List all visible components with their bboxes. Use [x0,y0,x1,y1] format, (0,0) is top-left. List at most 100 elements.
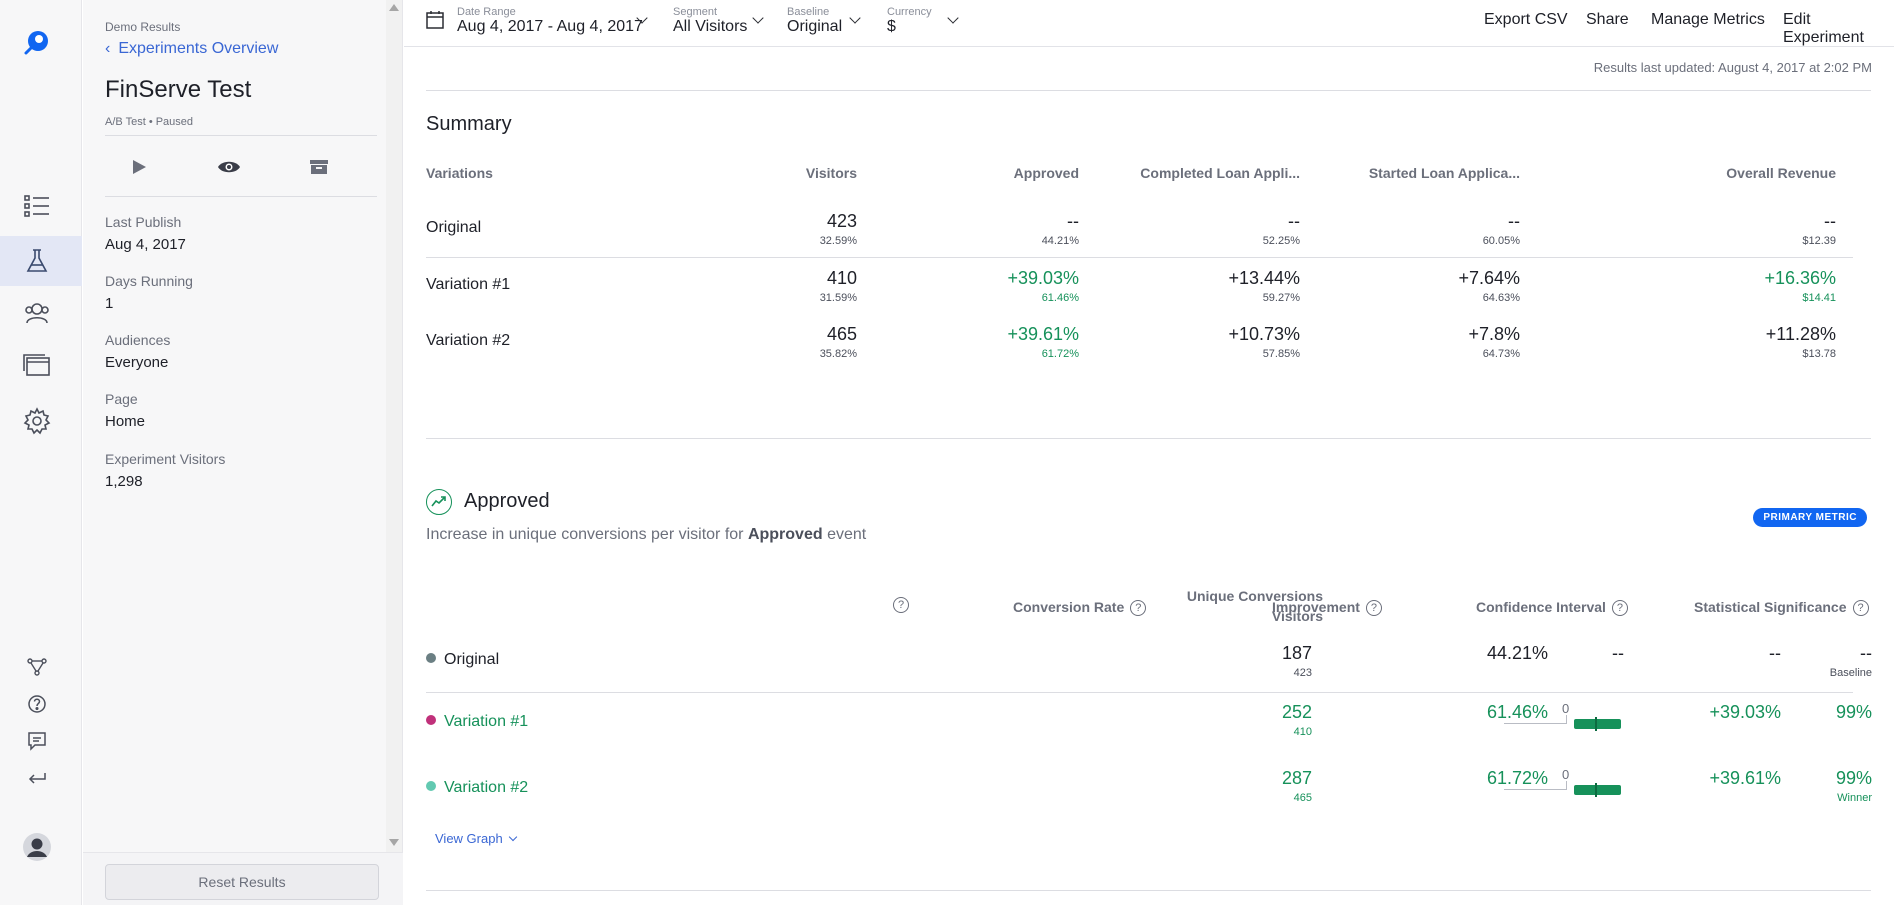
divider [426,890,1871,891]
date-range-picker[interactable]: Date Range Aug 4, 2017 - Aug 4, 2017 [457,6,643,36]
divider [426,257,1853,258]
approved-cell: +39.61% [1709,768,1781,788]
approved-metric-title: Approved [464,490,550,512]
summary-subvalue: 60.05% [1482,235,1520,247]
currency-select[interactable]: Currency $ [887,6,932,36]
chevron-down-icon[interactable] [947,12,959,24]
col-unique-conversions: Unique Conversions Visitors [1187,588,1323,624]
audiences-icon[interactable] [22,298,52,328]
summary-subvalue: $14.41 [1802,292,1836,304]
help-question-icon[interactable]: ? [1365,600,1382,617]
scroll-down-arrow-icon[interactable] [389,839,399,846]
days-running-label: Days Running [105,273,193,289]
summary-subvalue: 32.59% [819,235,857,247]
trend-up-icon [426,489,452,515]
experiments-overview-link[interactable]: ‹ Experiments Overview [105,40,278,58]
nav-rail [0,0,82,905]
chevron-down-icon[interactable] [849,12,861,24]
summary-row-original-label: Original [426,219,482,236]
approved-conversion-rate: 44.21% [1486,643,1548,663]
integrations-icon[interactable] [22,652,52,682]
edit-experiment-link[interactable]: Edit Experiment [1783,11,1864,46]
export-csv-link[interactable]: Export CSV [1484,11,1568,28]
experiment-actions [105,152,377,182]
approved-ci-original: -- [1524,643,1624,663]
help-icon[interactable] [22,689,52,719]
summary-subvalue: 64.63% [1482,292,1520,304]
side-footer: Reset Results [83,852,403,905]
user-avatar-icon[interactable] [22,832,52,862]
summary-value: 423 [826,211,857,231]
view-graph-label: View Graph [435,831,503,846]
approved-conversion-rate: 61.72% [1486,768,1548,788]
approved-conversions: 252 [1281,702,1312,722]
divider [426,90,1871,91]
feedback-icon[interactable] [22,726,52,756]
approved-improvement: +39.61% [1709,768,1781,788]
summary-cell: 410 31.59% [820,268,857,305]
settings-icon[interactable] [22,406,52,436]
manage-metrics-link[interactable]: Manage Metrics [1651,11,1765,28]
help-question-icon[interactable]: ? [887,596,909,614]
summary-subvalue: 61.72% [1041,348,1079,360]
summary-cell: +16.36% $14.41 [1764,268,1836,305]
share-link[interactable]: Share [1586,11,1629,28]
baseline-select[interactable]: Baseline Original [787,6,842,36]
baseline-value: Original [787,18,843,35]
pages-icon[interactable] [22,350,52,380]
summary-cell: -- 44.21% [1042,211,1079,248]
col-unique-conversions-line1: Unique Conversions [1186,588,1323,604]
original-color-dot [426,653,436,663]
approved-cell: +39.03% [1709,702,1781,722]
preview-eye-icon[interactable] [217,156,241,178]
last-publish-label: Last Publish [105,214,182,230]
segment-select[interactable]: Segment All Visitors [673,6,747,36]
summary-value: -- [1824,211,1836,231]
help-question-icon[interactable]: ? [1852,600,1869,617]
ci-bar [1574,785,1621,795]
scroll-up-arrow-icon[interactable] [389,4,399,11]
last-publish-value: Aug 4, 2017 [105,236,186,253]
approved-cell: 287 465 [1282,768,1312,805]
flask-icon[interactable] [22,246,52,276]
reset-results-button[interactable]: Reset Results [105,864,379,900]
archive-icon[interactable] [307,156,331,178]
summary-subvalue: 44.21% [1041,235,1079,247]
page-title: FinServe Test [105,76,252,103]
summary-value: +7.64% [1458,268,1520,288]
approved-significance: 99% [1835,768,1872,788]
approved-row-variation-1-label: Variation #1 [426,713,528,731]
audiences-value: Everyone [105,354,169,371]
help-question-icon[interactable]: ? [1611,600,1628,617]
summary-subvalue: 35.82% [819,348,857,360]
view-graph-toggle[interactable]: View Graph [435,831,518,846]
summary-value: -- [1067,211,1079,231]
col-confidence-interval: Confidence Interval? [1476,599,1628,617]
play-icon[interactable] [127,156,151,178]
ci-bar [1574,719,1621,729]
rocket-logo-icon[interactable] [22,27,52,57]
divider [105,135,377,136]
audiences-label: Audiences [105,332,171,348]
variation-1-color-dot [426,715,436,725]
summary-subvalue: 57.85% [1262,348,1300,360]
approved-sig-variation-1: 99% [1700,702,1872,725]
exit-icon[interactable] [22,764,52,794]
confidence-interval-chart: 0 [1504,767,1624,803]
primary-metric-badge: PRIMARY METRIC [1753,508,1867,527]
approved-conversions: 287 [1281,768,1312,788]
divider [105,196,377,197]
summary-value: +13.44% [1228,268,1300,288]
col-confidence-interval-label: Confidence Interval [1476,599,1606,615]
summary-value: -- [1508,211,1520,231]
side-scrollbar[interactable] [386,0,402,852]
approved-cell: -- [1769,643,1781,663]
approved-conversion-rate: 61.46% [1486,702,1548,722]
summary-value: +39.03% [1007,268,1079,288]
chevron-down-icon[interactable] [752,12,764,24]
currency-value: $ [887,18,896,35]
summary-cell: +10.73% 57.85% [1228,324,1300,361]
list-icon[interactable] [22,191,52,221]
summary-subvalue: 31.59% [819,292,857,304]
help-question-icon[interactable]: ? [1130,600,1147,617]
